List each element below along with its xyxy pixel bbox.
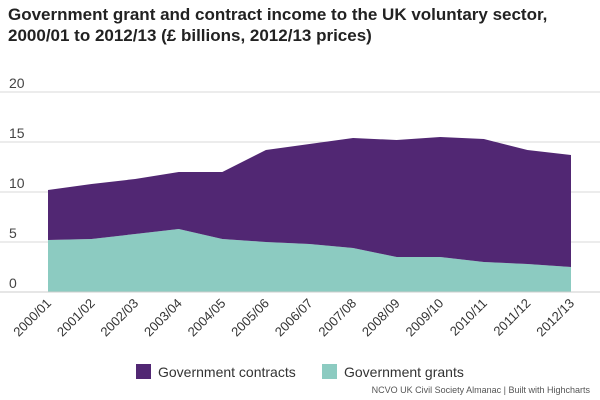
legend-label: Government grants <box>344 364 464 380</box>
y-tick-label: 15 <box>9 125 25 141</box>
x-tick-label: 2000/01 <box>10 296 54 340</box>
x-tick-label: 2012/13 <box>533 296 577 340</box>
x-tick-label: 2010/11 <box>447 296 490 339</box>
x-tick-label: 2006/07 <box>272 296 316 340</box>
x-tick-label: 2009/10 <box>403 296 447 340</box>
x-tick-label: 2011/12 <box>490 296 533 339</box>
chart-title: Government grant and contract income to … <box>8 5 548 45</box>
legend-swatch <box>136 364 151 379</box>
legend-item-government-contracts[interactable]: Government contracts <box>136 364 296 380</box>
x-tick-label: 2002/03 <box>97 296 141 340</box>
area-government-contracts <box>48 137 571 267</box>
y-tick-label: 5 <box>9 225 17 241</box>
y-tick-label: 0 <box>9 275 17 291</box>
x-tick-label: 2001/02 <box>54 296 98 340</box>
x-tick-label: 2008/09 <box>359 296 403 340</box>
x-tick-label: 2004/05 <box>185 296 229 340</box>
x-tick-label: 2003/04 <box>141 296 185 340</box>
area-government-grants <box>48 229 571 292</box>
legend-swatch <box>322 364 337 379</box>
y-tick-label: 10 <box>9 175 25 191</box>
series-areas <box>48 137 571 292</box>
legend-label: Government contracts <box>158 364 296 380</box>
chart-credit: NCVO UK Civil Society Almanac | Built wi… <box>372 385 591 395</box>
legend: Government contracts Government grants <box>136 364 464 380</box>
y-tick-label: 20 <box>9 75 25 91</box>
x-tick-label: 2007/08 <box>315 296 359 340</box>
legend-item-government-grants[interactable]: Government grants <box>322 364 464 380</box>
x-tick-label: 2005/06 <box>228 296 272 340</box>
